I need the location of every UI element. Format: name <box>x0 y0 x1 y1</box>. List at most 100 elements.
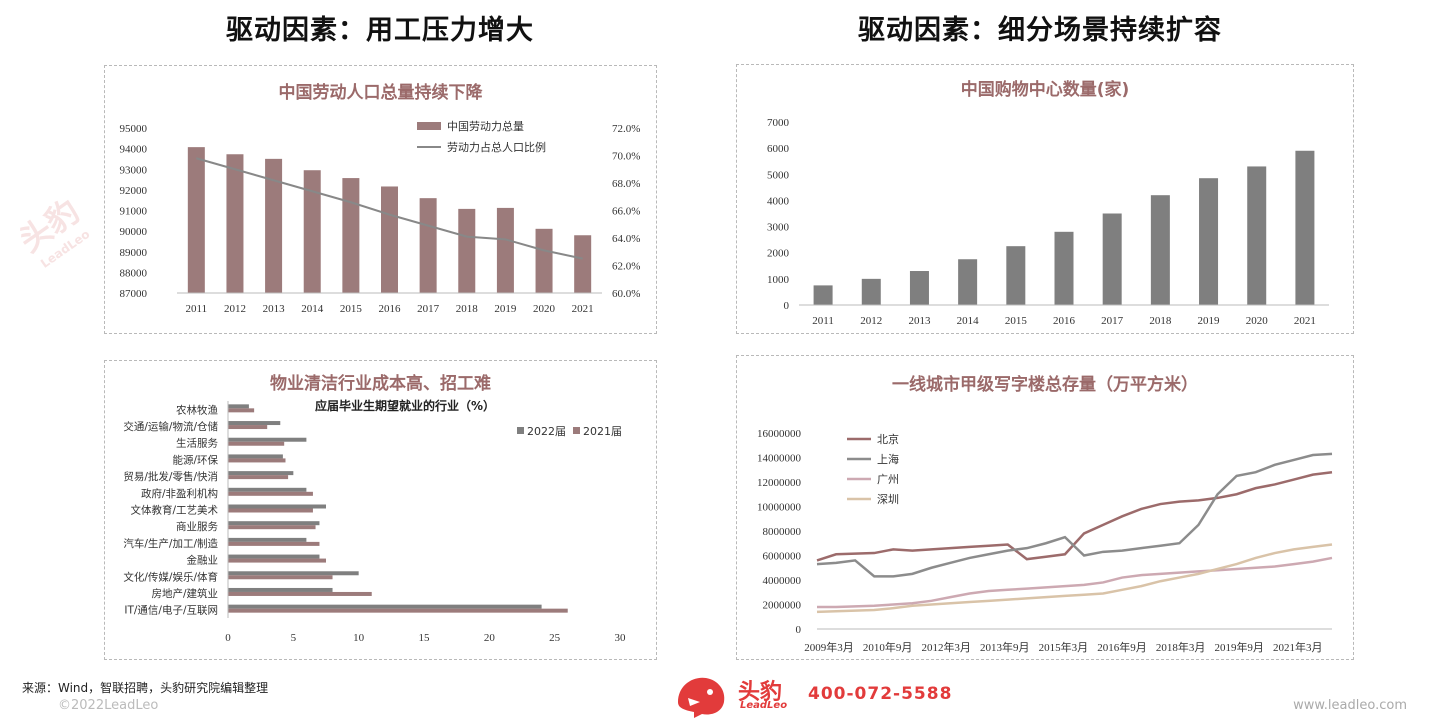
category-label: 文体教育/工艺美术 <box>130 504 218 517</box>
x-tick-label: 2012 <box>224 303 246 315</box>
category-label: 政府/非盈利机构 <box>141 487 218 500</box>
x-tick-label: 2016 <box>379 303 402 315</box>
bar-2022 <box>228 454 283 459</box>
x-tick-label: 2021 <box>1294 315 1316 327</box>
bar-2022 <box>228 404 249 409</box>
y-tick-label: 7000 <box>767 117 790 129</box>
brand-name: 头豹 <box>738 680 783 705</box>
y2-tick-label: 62.0% <box>612 261 640 273</box>
cleaning-chart-title: 物业清洁行业成本高、招工难 <box>270 374 491 394</box>
y-tick-label: 87000 <box>120 288 148 300</box>
legend-label: 北京 <box>877 432 899 446</box>
bar <box>265 158 283 293</box>
bar <box>342 178 360 293</box>
y-tick-label: 8000000 <box>763 526 802 538</box>
category-label: 农林牧渔 <box>176 403 218 416</box>
x-tick-label: 2021年3月 <box>1273 640 1323 654</box>
labor-chart-panel: 中国劳动人口总量持续下降 95000 94000 93000 92000 91000 90… <box>104 65 657 334</box>
y2-tick-label: 60.0% <box>612 288 640 300</box>
offices-chart: 16000000 14000000 12000000 10000000 8000000 6… <box>757 428 1333 654</box>
y-tick-label: 1000 <box>767 274 790 286</box>
x-tick-label: 2013年9月 <box>980 640 1030 654</box>
x-tick-label: 2018年3月 <box>1156 640 1206 654</box>
bar-2021 <box>228 441 285 446</box>
bar-2022 <box>228 571 359 576</box>
brand-block: 头豹 LeadLeo 400-072-5588 <box>674 670 964 720</box>
y-tick-label: 90000 <box>120 226 148 238</box>
x-tick-label: 5 <box>291 632 297 644</box>
bar-2021 <box>228 575 333 580</box>
malls-chart-panel: 中国购物中心数量(家) 7000 6000 5000 4000 3000 2000 1000… <box>736 64 1354 334</box>
x-tick-label: 2016年9月 <box>1097 640 1147 654</box>
category-label: 贸易/批发/零售/快消 <box>123 470 218 483</box>
legend-label: 2022届 <box>527 425 566 438</box>
legend-label: 上海 <box>877 452 899 466</box>
category-label: 商业服务 <box>176 520 218 533</box>
bar-2022 <box>228 471 294 476</box>
y-tick-label: 3000 <box>767 222 790 234</box>
bar-2022 <box>228 437 307 442</box>
bar-2021 <box>228 475 289 480</box>
y-tick-label: 10000000 <box>757 502 802 514</box>
category-label: 能源/环保 <box>172 453 218 466</box>
chart-subtitle: 应届毕业生期望就业的行业（%） <box>315 398 495 413</box>
y-tick-label: 95000 <box>120 123 148 135</box>
bar-2022 <box>228 504 326 509</box>
x-tick-label: 2011 <box>186 303 208 315</box>
legend-swatch-bar <box>417 122 441 130</box>
x-tick-label: 2018 <box>1149 315 1172 327</box>
cleaning-chart: 应届毕业生期望就业的行业（%） 2022届 2021届 农林牧渔交通/运输/物流/仓储… <box>123 398 627 644</box>
legend-label: 中国劳动力总量 <box>447 119 524 133</box>
y-tick-label: 0 <box>796 624 802 636</box>
x-tick-label: 2010年9月 <box>863 640 913 654</box>
y-tick-label: 16000000 <box>757 428 802 440</box>
bar-2022 <box>228 554 320 559</box>
bar-2022 <box>228 421 281 426</box>
x-tick-label: 2019 <box>494 303 516 315</box>
bar-2021 <box>228 508 313 513</box>
x-tick-label: 2009年3月 <box>804 640 854 654</box>
bar <box>187 147 205 293</box>
y2-tick-label: 70.0% <box>612 151 640 163</box>
legend-label: 2021届 <box>583 425 622 438</box>
y-tick-label: 2000 <box>767 248 790 260</box>
series-line <box>816 470 1333 562</box>
category-label: 汽车/生产/加工/制造 <box>123 537 218 550</box>
website-link[interactable]: www.leadleo.com <box>1293 698 1407 713</box>
right-section-heading: 驱动因素：细分场景持续扩容 <box>858 15 1222 46</box>
x-tick-label: 30 <box>615 632 627 644</box>
legend-label: 广州 <box>877 473 899 486</box>
category-label: 文化/传媒/娱乐/体育 <box>123 570 218 583</box>
bar <box>813 285 833 305</box>
phone-number[interactable]: 400-072-5588 <box>808 684 953 704</box>
y-tick-label: 4000 <box>767 195 790 207</box>
bar <box>1247 166 1267 305</box>
x-tick-label: 2018 <box>456 303 479 315</box>
y-tick-label: 6000 <box>767 143 790 155</box>
x-tick-label: 15 <box>419 632 431 644</box>
x-tick-label: 2019 <box>1198 315 1221 327</box>
x-tick-label: 2012 <box>860 315 882 327</box>
y2-tick-label: 64.0% <box>612 233 640 245</box>
x-tick-label: 2015 <box>340 303 363 315</box>
x-tick-label: 2019年9月 <box>1214 640 1264 654</box>
bar-2022 <box>228 521 320 526</box>
series-line <box>816 452 1333 578</box>
series-line <box>817 556 1333 609</box>
x-tick-label: 2015年3月 <box>1039 640 1089 654</box>
bar <box>496 207 514 293</box>
y-tick-label: 89000 <box>120 247 148 259</box>
x-tick-label: 2014 <box>301 303 324 315</box>
y-tick-label: 14000000 <box>757 453 802 465</box>
legend-swatch <box>573 427 580 434</box>
bar <box>458 208 476 293</box>
y2-tick-label: 72.0% <box>612 123 640 135</box>
brand-sub: LeadLeo <box>740 700 788 711</box>
x-tick-label: 2012年3月 <box>921 640 971 654</box>
bar <box>226 154 244 293</box>
y-tick-label: 12000000 <box>757 477 802 489</box>
labor-chart-title: 中国劳动人口总量持续下降 <box>278 83 483 103</box>
y-tick-label: 91000 <box>120 206 148 218</box>
x-tick-label: 2015 <box>1005 315 1027 327</box>
bar-2021 <box>228 525 316 530</box>
